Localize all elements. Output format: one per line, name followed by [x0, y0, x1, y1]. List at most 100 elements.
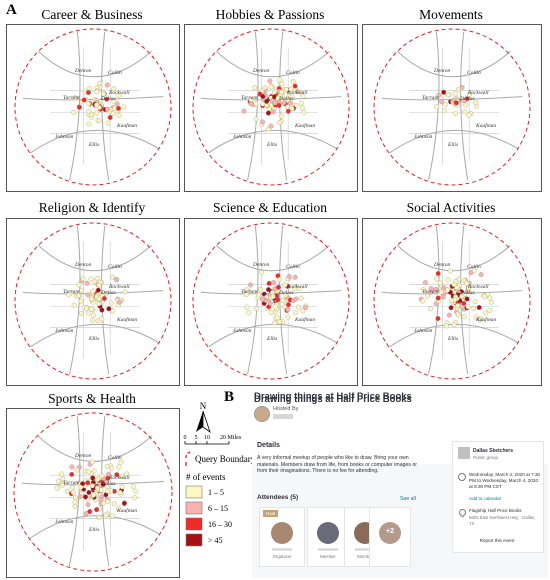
event-hexbin	[116, 92, 122, 98]
event-hexbin	[64, 488, 70, 494]
event-hexbin	[91, 492, 97, 498]
north-arrow-left-half	[196, 411, 203, 432]
county-label-johnson: Johnson	[414, 134, 433, 140]
event-hexbin	[253, 101, 259, 107]
event-hexbin	[445, 277, 451, 283]
event-hexbin	[59, 482, 65, 488]
event-hexbin	[276, 284, 281, 290]
attendee-role-2: Member	[320, 554, 336, 559]
north-arrow: N	[196, 401, 211, 434]
report-event-link[interactable]: Report this event	[479, 538, 515, 543]
event-hexbin	[473, 314, 479, 320]
event-hexbin	[464, 280, 470, 286]
event-hexbin	[285, 104, 290, 110]
event-hexbin	[277, 77, 283, 83]
event-hexbin	[130, 484, 136, 490]
map-movements-svg: Denton Collin Rockwall Tarrant Dallas Kaufman…	[373, 28, 531, 186]
event-hexbin	[277, 276, 283, 282]
county-label-ellis: Ellis	[266, 142, 277, 148]
map-title-science: Science & Education	[213, 200, 327, 215]
event-hexbin	[70, 485, 75, 490]
event-hexbin	[86, 108, 92, 114]
county-label-ellis: Ellis	[266, 336, 277, 342]
query-boundary-circle	[13, 412, 173, 572]
event-hexbin	[277, 120, 282, 126]
event-hexbin	[121, 104, 127, 110]
event-hexbin	[272, 89, 278, 95]
attendee-card-host[interactable]: Host Organizer	[259, 507, 305, 567]
see-all-link[interactable]: See all	[400, 496, 416, 502]
event-hexbin	[452, 91, 458, 97]
add-to-calendar-link[interactable]: Add to calendar	[469, 496, 502, 501]
event-hexbins	[66, 274, 128, 324]
venue-name[interactable]: Flagship Half Price Books	[469, 508, 522, 513]
query-boundary-circle	[14, 222, 172, 380]
event-hexbin	[454, 285, 460, 291]
county-labels: Denton Collin Rockwall Tarrant Dallas Kaufman…	[414, 262, 496, 342]
event-hexbin	[443, 101, 449, 107]
highways	[381, 31, 523, 181]
scale-label-20: 20 Miles	[220, 435, 242, 441]
event-hexbin	[449, 298, 455, 304]
county-label-tarrant: Tarrant	[422, 95, 439, 101]
event-hexbin	[78, 484, 84, 490]
event-hexbin	[253, 116, 259, 122]
event-hexbin	[260, 119, 265, 125]
event-hexbin	[244, 304, 250, 310]
event-hexbins	[55, 459, 139, 520]
event-hexbin	[116, 112, 122, 118]
event-hexbin	[96, 515, 102, 520]
legend-label-1: 1 – 5	[208, 488, 224, 497]
attendee-card-2[interactable]: Member	[307, 507, 349, 567]
event-hexbin	[435, 316, 441, 321]
event-hexbin	[472, 299, 478, 305]
highways	[200, 31, 342, 181]
event-hexbin	[107, 115, 113, 120]
attendee-role-3: Member	[357, 554, 373, 559]
legend-label-3: 16 – 30	[208, 520, 232, 529]
query-boundary-circle	[192, 28, 350, 186]
county-label-dallas: Dallas	[100, 96, 116, 102]
event-hexbin	[79, 287, 85, 293]
event-hexbin	[285, 108, 291, 114]
event-hexbin	[103, 291, 109, 296]
attendee-card-more[interactable]: +2	[369, 507, 411, 567]
county-label-collin: Collin	[286, 70, 300, 76]
event-hexbin	[116, 299, 122, 305]
event-hexbin	[241, 108, 247, 114]
event-hexbin	[266, 280, 272, 286]
host-avatar	[254, 406, 270, 422]
event-hexbin	[89, 483, 95, 489]
map-science-svg: Denton Collin Rockwall Tarrant Dallas Kaufman…	[192, 222, 350, 380]
event-hexbin	[461, 300, 467, 306]
event-hexbin	[110, 111, 116, 117]
event-hexbin	[86, 101, 92, 107]
county-label-johnson: Johnson	[55, 134, 74, 140]
group-name[interactable]: Dallas Sketchers	[473, 448, 514, 454]
event-hexbin	[282, 282, 288, 288]
event-hexbin	[104, 82, 110, 88]
event-hexbin	[109, 465, 115, 471]
county-label-rockwall: Rockwall	[467, 284, 489, 290]
event-hexbin	[462, 109, 467, 115]
county-label-kaufman: Kaufman	[475, 122, 496, 129]
event-hexbin	[425, 293, 430, 299]
event-hexbin	[121, 500, 127, 506]
event-hexbin	[262, 85, 268, 91]
clock-icon	[458, 473, 466, 481]
query-boundary-circle	[14, 28, 172, 186]
event-hexbin	[248, 101, 254, 107]
event-hexbin	[473, 99, 479, 105]
county-label-kaufman: Kaufman	[116, 316, 137, 323]
legend-label-2: 6 – 15	[208, 504, 228, 513]
event-hexbin	[66, 292, 72, 298]
event-hexbin	[466, 112, 472, 118]
event-hexbin	[60, 476, 66, 482]
event-hexbin	[94, 485, 100, 491]
event-hexbin	[296, 304, 301, 310]
event-hexbin	[465, 304, 471, 310]
event-hexbin	[85, 502, 91, 508]
event-hexbins	[434, 85, 479, 118]
event-hexbin	[110, 274, 115, 280]
event-date: Wednesday, March 4, 2020 at 7:30 PM to W…	[469, 472, 541, 489]
